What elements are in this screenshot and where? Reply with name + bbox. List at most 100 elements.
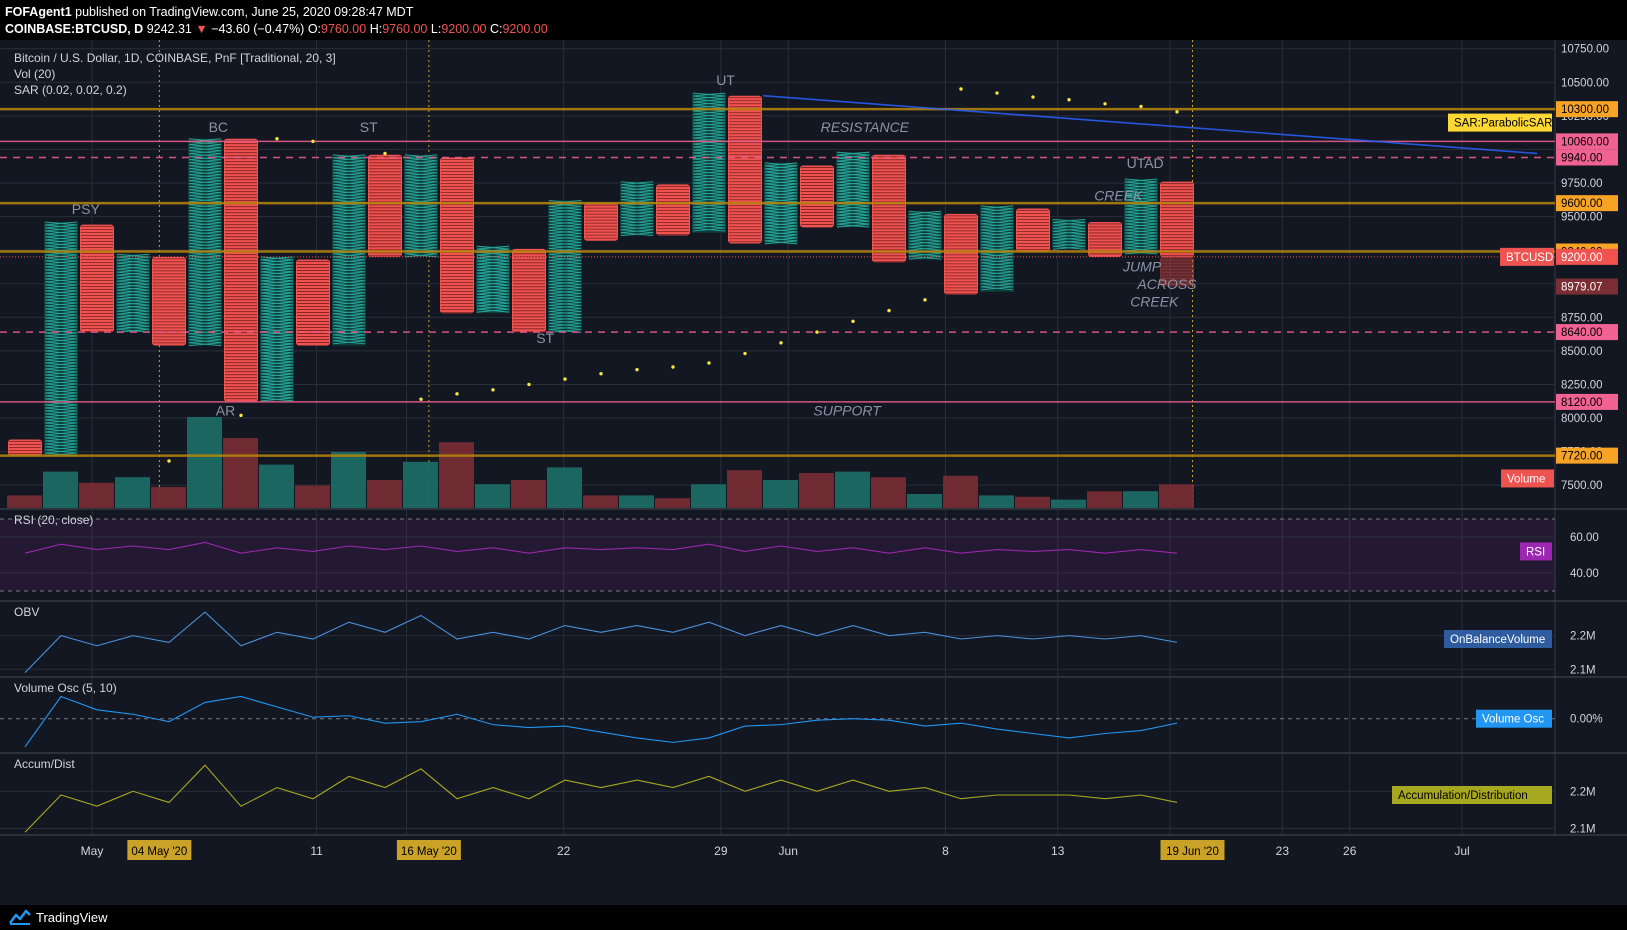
volume-bar[interactable]: [655, 498, 690, 508]
indicator-line[interactable]: [24, 764, 1178, 833]
volume-bar[interactable]: [943, 475, 978, 508]
volume-bar[interactable]: [259, 464, 294, 508]
chart-annotation[interactable]: AR: [216, 402, 235, 418]
indicator-badge[interactable]: [1476, 709, 1552, 728]
volume-bar[interactable]: [511, 480, 546, 508]
chart-annotation[interactable]: PSY: [72, 201, 101, 217]
pnf-o-column[interactable]: [80, 224, 114, 333]
level-price-badge: [1556, 324, 1618, 341]
volume-bar[interactable]: [151, 487, 186, 508]
tradingview-brand[interactable]: TradingView: [36, 910, 108, 925]
volume-bar[interactable]: [331, 452, 366, 508]
pnf-o-column[interactable]: [584, 203, 618, 241]
pnf-o-column[interactable]: [1088, 221, 1122, 257]
indicator-badge[interactable]: [1392, 786, 1552, 804]
pnf-x-column[interactable]: [1052, 218, 1086, 250]
volume-bar[interactable]: [79, 482, 114, 508]
level-price-label: 9600.00: [1561, 198, 1603, 210]
pnf-x-column[interactable]: [260, 256, 294, 402]
volume-bar[interactable]: [295, 485, 330, 508]
pnf-o-column[interactable]: [728, 95, 762, 244]
price-tick-label: 10500.00: [1561, 77, 1609, 89]
chart-annotation[interactable]: UT: [716, 72, 735, 88]
volume-bar[interactable]: [763, 480, 798, 508]
volume-bar[interactable]: [727, 470, 762, 508]
pnf-x-column[interactable]: [332, 154, 366, 346]
pnf-o-column[interactable]: [368, 154, 402, 257]
pnf-o-column[interactable]: [440, 157, 474, 314]
chart-annotation[interactable]: ST: [536, 330, 554, 346]
volume-badge[interactable]: [1501, 469, 1554, 488]
pnf-x-column[interactable]: [692, 92, 726, 233]
volume-bar[interactable]: [223, 438, 258, 508]
volume-bar[interactable]: [691, 484, 726, 508]
pnf-o-column[interactable]: [296, 259, 330, 346]
pnf-x-column[interactable]: [980, 205, 1014, 292]
pnf-x-column[interactable]: [620, 181, 654, 237]
volume-bar[interactable]: [1087, 491, 1122, 508]
indicator-line[interactable]: [24, 611, 1178, 674]
pnf-x-column[interactable]: [476, 245, 510, 314]
volume-bar[interactable]: [115, 477, 150, 508]
chart-annotation[interactable]: RESISTANCE: [821, 119, 910, 135]
volume-bar[interactable]: [871, 477, 906, 508]
pnf-o-column[interactable]: [8, 439, 42, 456]
sar-badge[interactable]: [1448, 113, 1552, 132]
volume-bar[interactable]: [1123, 491, 1158, 508]
volume-bar[interactable]: [979, 495, 1014, 508]
indicator-badge[interactable]: [1444, 630, 1552, 648]
pnf-o-column[interactable]: [512, 248, 546, 333]
volume-bar[interactable]: [475, 484, 510, 508]
volume-bar[interactable]: [403, 461, 438, 508]
chart-annotation[interactable]: ST: [360, 119, 378, 135]
btcusd-badge[interactable]: [1500, 247, 1554, 266]
pnf-o-column[interactable]: [800, 165, 834, 228]
pnf-x-column[interactable]: [188, 138, 222, 347]
chart-annotation[interactable]: CREEK: [1094, 187, 1143, 203]
pnf-o-column[interactable]: [1016, 208, 1050, 252]
volume-bar[interactable]: [7, 495, 42, 508]
indicator-line[interactable]: [24, 695, 1178, 748]
pnf-x-column[interactable]: [1124, 178, 1158, 255]
chart-annotation[interactable]: UTAD: [1127, 155, 1164, 171]
volume-bar[interactable]: [439, 442, 474, 508]
chart-annotation[interactable]: JUMP: [1122, 259, 1162, 275]
indicator-badge[interactable]: [1520, 542, 1552, 561]
pnf-x-column[interactable]: [116, 253, 150, 333]
volume-bar[interactable]: [619, 495, 654, 508]
pnf-x-column[interactable]: [404, 154, 438, 258]
time-tick-label: Jun: [779, 844, 798, 858]
volume-bar[interactable]: [799, 473, 834, 508]
volume-bar[interactable]: [1015, 496, 1050, 508]
symbol-label[interactable]: COINBASE:BTCUSD, D: [5, 22, 144, 36]
chart-annotation[interactable]: SUPPORT: [813, 402, 882, 418]
chart-annotation[interactable]: ACROSS: [1136, 276, 1197, 292]
pnf-o-column[interactable]: [152, 256, 186, 346]
chart-canvas[interactable]: PSY BC ST AR ST UT RESISTANCE SUPPORT UTAD CREEK J…: [0, 40, 1627, 905]
volume-bar[interactable]: [187, 417, 222, 508]
pnf-o-column[interactable]: [944, 213, 978, 295]
pnf-o-column[interactable]: [656, 184, 690, 236]
tradingview-logo-icon[interactable]: [8, 908, 32, 926]
volume-bar[interactable]: [547, 467, 582, 508]
volume-bar[interactable]: [835, 471, 870, 508]
volume-bar[interactable]: [907, 494, 942, 508]
pnf-x-column[interactable]: [548, 200, 582, 333]
trend-line[interactable]: [762, 94, 1538, 155]
volume-bar[interactable]: [583, 495, 618, 508]
pnf-o-column[interactable]: [872, 154, 906, 263]
chart-annotation[interactable]: BC: [209, 119, 228, 135]
pnf-x-column[interactable]: [44, 221, 78, 457]
pnf-o-column[interactable]: [224, 138, 258, 403]
volume-bar[interactable]: [43, 471, 78, 508]
pnf-o-column[interactable]: [1160, 256, 1194, 287]
indicator-line[interactable]: [24, 541, 1178, 554]
chart-annotation[interactable]: CREEK: [1130, 294, 1179, 310]
current-price-badge: [1556, 248, 1618, 265]
author-name[interactable]: FOFAgent1: [5, 5, 72, 19]
pnf-o-column[interactable]: [1160, 181, 1194, 257]
volume-bar[interactable]: [1051, 499, 1086, 508]
volume-bar[interactable]: [367, 480, 402, 508]
pnf-x-column[interactable]: [836, 151, 870, 228]
volume-bar[interactable]: [1159, 484, 1194, 508]
